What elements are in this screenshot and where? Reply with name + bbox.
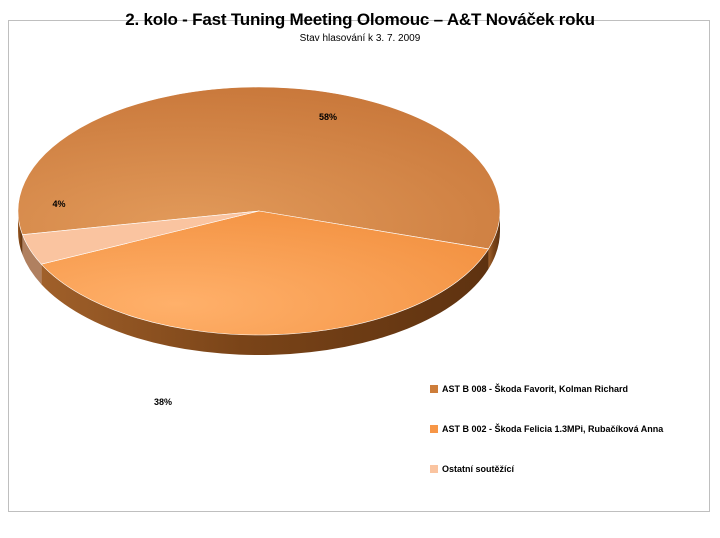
pie-slice-felicia (40, 210, 489, 336)
pie-side-favorit (488, 211, 500, 269)
data-label-favorit: 58% (319, 112, 337, 122)
chart-title: 2. kolo - Fast Tuning Meeting Olomouc – … (125, 10, 595, 29)
data-label-felicia: 38% (154, 397, 172, 407)
legend-swatch-ostatni (430, 465, 438, 473)
legend-label-felicia: AST B 002 - Škoda Felicia 1.3MPi, Rubačí… (442, 424, 664, 434)
legend-swatch-favorit (430, 385, 438, 393)
pie-side-felicia (41, 248, 489, 355)
legend-swatch-felicia (430, 425, 438, 433)
legend-item-felicia: AST B 002 - Škoda Felicia 1.3MPi, Rubačí… (430, 422, 700, 436)
legend-label-favorit: AST B 008 - Škoda Favorit, Kolman Richar… (442, 384, 629, 394)
pie-data-labels: 58% 38% 4% (52, 112, 337, 407)
legend-label-ostatni: Ostatní soutěžící (442, 464, 515, 474)
legend-item-favorit: AST B 008 - Škoda Favorit, Kolman Richar… (430, 382, 700, 396)
pie-slice-ostatni (22, 210, 260, 265)
data-label-ostatni: 4% (52, 199, 65, 209)
pie-side-walls (18, 211, 500, 355)
pie-side-favorit (18, 211, 23, 255)
pie-slice-favorit (17, 86, 501, 250)
chart-legend: AST B 008 - Škoda Favorit, Kolman Richar… (430, 382, 700, 502)
chart-subtitle: Stav hlasování k 3. 7. 2009 (299, 33, 421, 44)
pie-slices (17, 86, 501, 336)
pie-side-ostatni (22, 234, 42, 285)
legend-item-ostatni: Ostatní soutěžící (430, 462, 700, 476)
